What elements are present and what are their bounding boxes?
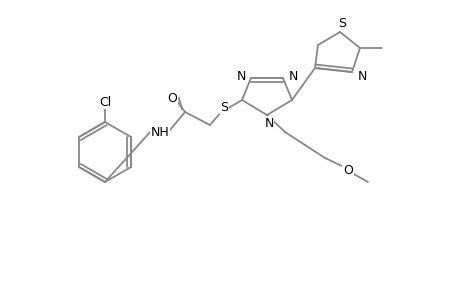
Text: Cl: Cl bbox=[99, 95, 111, 109]
Text: S: S bbox=[337, 16, 345, 29]
Text: O: O bbox=[342, 164, 352, 176]
Text: N: N bbox=[288, 70, 297, 83]
Text: S: S bbox=[219, 100, 228, 113]
Text: N: N bbox=[264, 116, 273, 130]
Text: O: O bbox=[167, 92, 177, 104]
Text: NH: NH bbox=[150, 125, 169, 139]
Text: N: N bbox=[357, 70, 366, 83]
Text: N: N bbox=[236, 70, 245, 83]
